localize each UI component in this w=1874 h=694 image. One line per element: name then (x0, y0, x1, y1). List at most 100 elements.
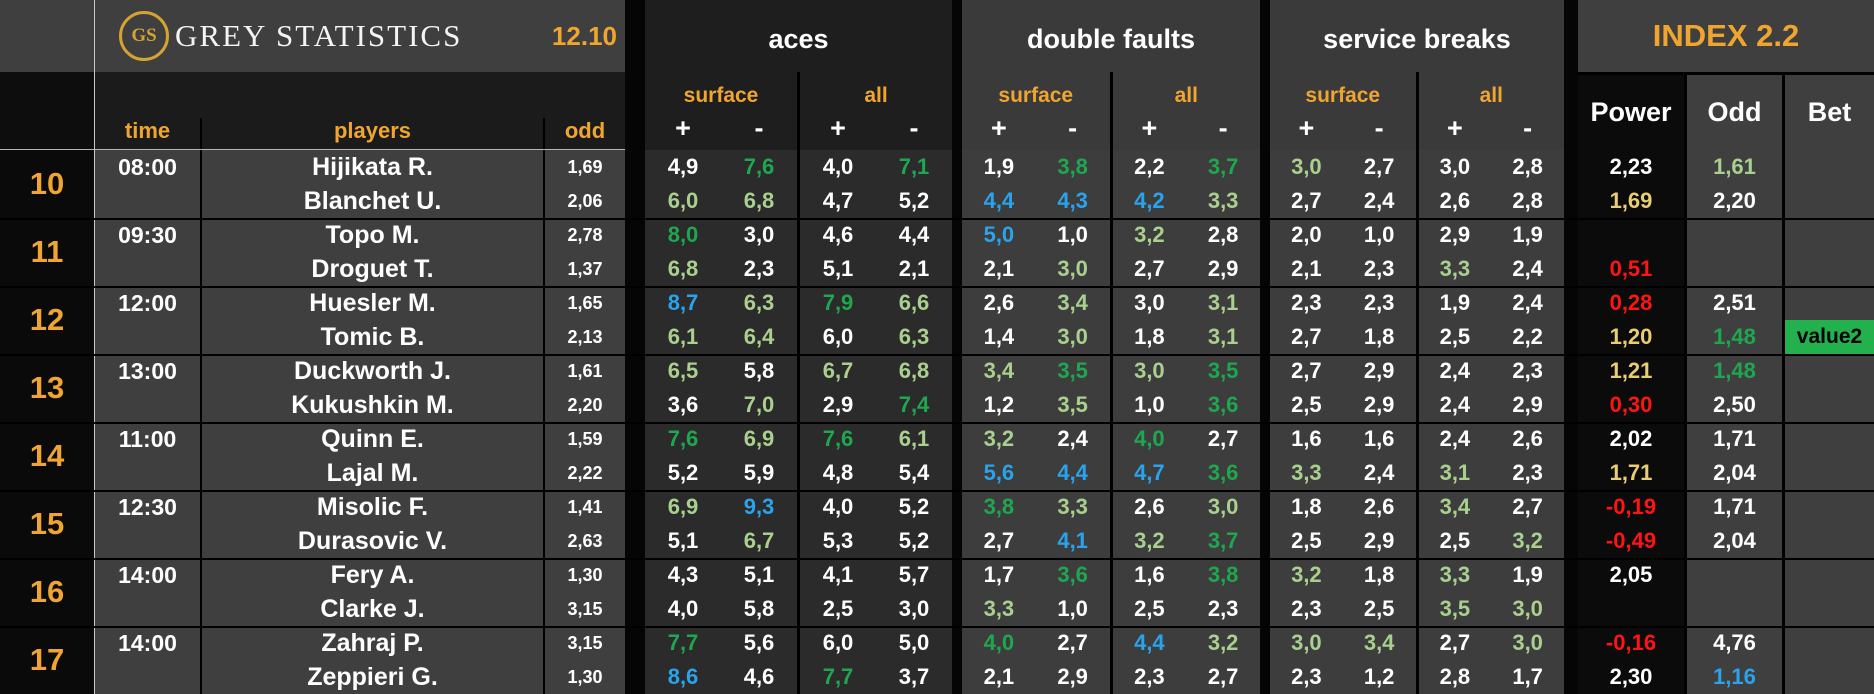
stat-value: 3,4 (1439, 494, 1471, 519)
power-value: 0,51 (1609, 256, 1653, 281)
match-time: 12:00 (118, 290, 177, 316)
pair-divider (1415, 422, 1419, 490)
player-odd: 2,20 (567, 395, 603, 415)
index-section-header: INDEX 2.2 Power Odd Bet (1578, 0, 1874, 150)
stat-value: 3,3 (1439, 562, 1471, 587)
stat-value: 4,8 (822, 460, 854, 485)
pair-divider (1109, 490, 1113, 558)
stat-value: 6,1 (667, 324, 699, 349)
df-pair: 5,0 2,1 1,0 3,0 (962, 218, 1110, 286)
odds-cell: 3,15 1,30 (545, 626, 625, 694)
section-gutter (625, 558, 645, 626)
stat-value: 6,0 (822, 324, 854, 349)
stat-value: 7,4 (898, 392, 930, 417)
aces-value-column: 5,7 3,0 (876, 558, 952, 626)
sb-pair: 2,3 2,7 2,3 1,8 (1270, 286, 1416, 354)
left-column-headers: time players odd (95, 72, 625, 150)
power-cell: 0,51 (1578, 218, 1684, 286)
df-value-column: 3,4 3,0 (1036, 286, 1110, 354)
sb-value-column: 2,3 2,9 (1491, 354, 1564, 422)
players-cell: Duckworth J. Kukushkin M. (200, 354, 545, 422)
bet-value (1785, 626, 1874, 660)
stat-value: 6,9 (743, 426, 775, 451)
bet-cell (1782, 150, 1874, 218)
section-gutter (1564, 150, 1578, 218)
player-odd: 2,13 (567, 327, 603, 347)
stat-value: 6,3 (898, 324, 930, 349)
aces-value-column: 3,0 2,3 (721, 218, 797, 286)
aces-value-column: 6,7 2,9 (800, 354, 876, 422)
players-column-header: players (200, 118, 545, 149)
match-time: 09:30 (118, 222, 177, 248)
plus-header: + (1141, 113, 1158, 143)
stat-value: 3,7 (898, 664, 930, 689)
players-cell: Huesler M. Tomic B. (200, 286, 545, 354)
odds-cell: 1,30 3,15 (545, 558, 625, 626)
stat-value: 4,4 (1057, 460, 1088, 485)
stat-value: 3,6 (1207, 460, 1239, 485)
power-column-header: Power (1578, 75, 1684, 150)
player-name: Topo M. (325, 221, 420, 249)
stat-value: 4,6 (822, 222, 854, 247)
match-time: 14:00 (118, 562, 177, 588)
stat-value: 1,6 (1291, 426, 1322, 451)
aces-pair: 7,6 4,8 6,1 5,4 (800, 422, 952, 490)
stat-value: 2,7 (1291, 324, 1322, 349)
section-gutter (952, 490, 962, 558)
sb-value-column: 3,4 1,2 (1343, 626, 1416, 694)
plus-header: + (675, 113, 691, 143)
power-cell: -0,16 2,30 (1578, 626, 1684, 694)
stat-value: 5,8 (743, 596, 775, 621)
stat-value: 3,0 (1057, 256, 1088, 281)
players-cell: Fery A. Clarke J. (200, 558, 545, 626)
stat-value: 7,6 (667, 426, 699, 451)
aces-pair: 6,0 7,7 5,0 3,7 (800, 626, 952, 694)
index-odd-value: 2,04 (1713, 460, 1756, 485)
df-value-column: 3,5 3,6 (1186, 354, 1260, 422)
player-name: Zeppieri G. (307, 663, 438, 691)
index-odd-value: 2,20 (1713, 188, 1756, 213)
service-breaks-section-header: service breaks surface + - all + - (1270, 0, 1564, 150)
stat-value: 5,6 (743, 630, 775, 655)
df-pair: 3,4 1,2 3,5 3,5 (962, 354, 1110, 422)
odd-column-header: odd (564, 118, 606, 143)
stat-value: 9,3 (743, 494, 775, 519)
bet-value (1785, 660, 1874, 694)
stat-value: 2,4 (1057, 426, 1088, 451)
index-odd-cell: 1,48 2,50 (1684, 354, 1782, 422)
sb-value-column: 2,7 2,4 (1343, 150, 1416, 218)
match-time-cell: 14:00 (95, 558, 200, 626)
stat-value: 2,1 (983, 664, 1015, 689)
match-time-cell: 09:30 (95, 218, 200, 286)
bet-value (1785, 218, 1874, 252)
df-pair: 2,6 3,2 3,0 3,7 (1113, 490, 1261, 558)
aces-value-column: 5,0 3,7 (876, 626, 952, 694)
stat-value: 5,6 (983, 460, 1015, 485)
stat-value: 1,9 (1512, 222, 1543, 247)
df-value-column: 3,1 3,1 (1186, 286, 1260, 354)
stat-value: 5,3 (822, 528, 854, 553)
df-stats: 3,8 2,7 3,3 4,1 2,6 3,2 3,0 3,7 (962, 490, 1260, 558)
df-pair: 3,2 5,6 2,4 4,4 (962, 422, 1110, 490)
section-gutter (1564, 218, 1578, 286)
odds-cell: 1,59 2,22 (545, 422, 625, 490)
aces-value-column: 7,7 8,6 (645, 626, 721, 694)
sb-value-column: 2,7 3,2 (1491, 490, 1564, 558)
df-stats: 3,4 1,2 3,5 3,5 3,0 1,0 3,5 3,6 (962, 354, 1260, 422)
sb-pair: 3,0 2,6 2,8 2,8 (1419, 150, 1565, 218)
stat-value: 2,5 (1363, 596, 1395, 621)
aces-value-column: 4,0 5,3 (800, 490, 876, 558)
pair-divider (797, 150, 800, 218)
match-row-13: 13 13:00 Duckworth J. Kukushkin M. 1,61 2,20 6… (0, 354, 1874, 422)
stat-value: 2,9 (1439, 222, 1471, 247)
df-value-column: 4,4 2,3 (1113, 626, 1187, 694)
gs-logo-icon: GS (119, 11, 169, 61)
stat-value: 3,5 (1207, 358, 1239, 383)
aces-value-column: 7,6 5,2 (645, 422, 721, 490)
player-name: Droguet T. (311, 255, 434, 283)
stat-value: 7,9 (822, 290, 854, 315)
section-gutter (1564, 422, 1578, 490)
player-name: Lajal M. (326, 459, 419, 487)
stat-value: 6,8 (667, 256, 699, 281)
aces-value-column: 6,0 7,7 (800, 626, 876, 694)
